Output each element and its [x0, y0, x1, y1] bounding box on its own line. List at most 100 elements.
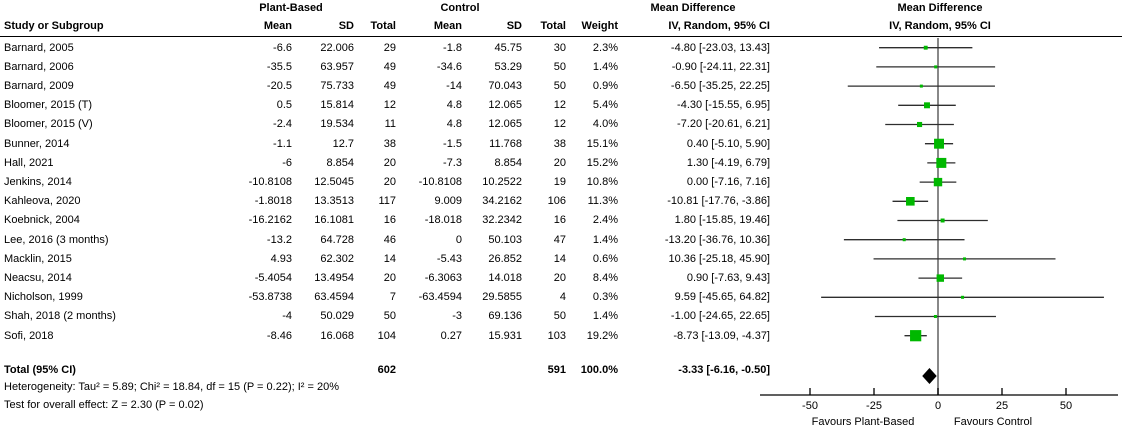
ctrl-sd: 15.931 [488, 329, 522, 342]
overall-effect-test: Test for overall effect: Z = 2.30 (P = 0… [4, 399, 204, 411]
effect-marker [933, 177, 943, 187]
ctrl-sd: 10.2522 [482, 175, 522, 188]
col-header-effect-ci: IV, Random, 95% CI [668, 20, 770, 32]
effect-marker [906, 196, 915, 206]
pb-sd: 16.068 [320, 329, 354, 342]
effect-marker [934, 65, 938, 69]
pb-sd: 19.534 [320, 118, 354, 131]
pb-total: 20 [383, 156, 396, 169]
pb-total: 20 [383, 271, 396, 284]
study-row: Bunner, 2014 -1.1 12.7 38 -1.5 11.768 38 15.1% 0… [0, 135, 1122, 154]
pb-total: 117 [378, 195, 396, 208]
plot-column-title: Mean Difference [897, 2, 983, 14]
heterogeneity-stats: Heterogeneity: Tau² = 5.89; Chi² = 18.84… [4, 381, 339, 393]
effect-ci: 10.36 [-25.18, 45.90] [668, 252, 770, 265]
pb-total: 11 [384, 118, 396, 131]
effect-ci: -6.50 [-35.25, 22.25] [670, 79, 770, 92]
effect-ci: 1.80 [-15.85, 19.46] [674, 214, 770, 227]
pb-total: 29 [383, 41, 396, 54]
effect-marker [963, 257, 967, 261]
ctrl-sd: 34.2162 [482, 195, 522, 208]
pb-mean: -53.8738 [248, 291, 292, 304]
ctrl-mean: -34.6 [436, 60, 462, 73]
effect-marker [902, 238, 906, 242]
ctrl-sd: 32.2342 [482, 214, 522, 227]
total-row: Total (95% CI) 602 591 100.0% -3.33 [-6.… [0, 361, 1122, 380]
ctrl-total: 30 [553, 41, 566, 54]
pb-total: 7 [389, 291, 396, 304]
total-label: Total (95% CI) [4, 364, 76, 376]
pb-sd: 8.854 [326, 156, 354, 169]
pb-mean: -35.5 [266, 60, 292, 73]
effect-marker [936, 157, 947, 168]
effect-ci: 0.00 [-7.16, 7.16] [686, 175, 770, 188]
weight: 10.8% [586, 175, 618, 188]
study-row: Barnard, 2009 -20.5 75.733 49 -14 70.043 50 0.9… [0, 77, 1122, 96]
weight: 15.2% [586, 156, 618, 169]
ctrl-total: 38 [553, 137, 566, 150]
ctrl-total: 50 [553, 310, 566, 323]
pb-mean: -1.8018 [254, 195, 292, 208]
col-header-weight: Weight [581, 20, 618, 32]
pb-mean: -20.5 [266, 79, 292, 92]
effect-ci: 0.40 [-5.10, 5.90] [686, 137, 770, 150]
study-row: Neacsu, 2014 -5.4054 13.4954 20 -6.3063 14.01… [0, 269, 1122, 288]
total-pb-n: 602 [377, 364, 396, 376]
weight: 1.4% [592, 233, 618, 246]
col-header-study: Study or Subgroup [4, 20, 104, 32]
pb-sd: 63.957 [320, 60, 354, 73]
ctrl-total: 103 [547, 329, 566, 342]
ctrl-mean: 9.009 [434, 195, 462, 208]
ctrl-mean: 0 [455, 233, 462, 246]
effect-ci: -7.20 [-20.61, 6.21] [677, 118, 770, 131]
col-header-ctrl-sd: SD [506, 20, 522, 32]
study-row: Kahleova, 2020 -1.8018 13.3513 117 9.009 34.2… [0, 192, 1122, 211]
ctrl-sd: 11.768 [489, 137, 522, 150]
study-row: Bloomer, 2015 (V) -2.4 19.534 11 4.8 12.065 12… [0, 115, 1122, 134]
study-label: Nicholson, 1999 [4, 291, 83, 304]
study-label: Sofi, 2018 [4, 329, 54, 342]
pb-sd: 12.7 [332, 137, 354, 150]
study-label: Neacsu, 2014 [4, 271, 72, 284]
effect-marker [940, 218, 945, 223]
pb-mean: -16.2162 [248, 214, 292, 227]
pb-sd: 13.3513 [314, 195, 354, 208]
x-tick-label: 50 [1060, 400, 1072, 412]
pb-sd: 15.814 [320, 99, 354, 112]
pb-total: 46 [383, 233, 396, 246]
study-row: Jenkins, 2014 -10.8108 12.5045 20 -10.8108 10… [0, 173, 1122, 192]
pb-sd: 75.733 [320, 79, 354, 92]
effect-ci: -1.00 [-24.65, 22.65] [670, 310, 770, 323]
effect-marker [961, 295, 965, 299]
pb-total: 20 [383, 175, 396, 188]
total-ctrl-n: 591 [547, 364, 566, 376]
ctrl-sd: 50.103 [488, 233, 522, 246]
pb-sd: 12.5045 [314, 175, 354, 188]
pb-mean: -6.6 [273, 41, 292, 54]
weight: 19.2% [586, 329, 618, 342]
effect-marker [919, 84, 923, 88]
effect-marker [936, 274, 945, 282]
effect-column-title: Mean Difference [650, 2, 736, 14]
ctrl-mean: -63.4594 [418, 291, 462, 304]
pb-mean: -5.4054 [254, 271, 292, 284]
ctrl-mean: -3 [452, 310, 462, 323]
study-label: Hall, 2021 [4, 156, 54, 169]
effect-ci: 1.30 [-4.19, 6.79] [686, 156, 770, 169]
pb-mean: 4.93 [270, 252, 292, 265]
ctrl-total: 19 [553, 175, 566, 188]
pb-mean: -8.46 [266, 329, 292, 342]
pb-sd: 62.302 [320, 252, 354, 265]
weight: 2.3% [592, 41, 618, 54]
study-label: Lee, 2016 (3 months) [4, 233, 109, 246]
col-header-pb-mean: Mean [263, 20, 292, 32]
weight: 0.6% [592, 252, 618, 265]
ctrl-mean: 4.8 [446, 118, 462, 131]
ctrl-total: 12 [553, 118, 566, 131]
study-row: Sofi, 2018 -8.46 16.068 104 0.27 15.931 103 19.… [0, 327, 1122, 346]
weight: 15.1% [586, 137, 618, 150]
ctrl-sd: 26.852 [488, 252, 522, 265]
pb-sd: 13.4954 [314, 271, 354, 284]
pb-total: 49 [383, 60, 396, 73]
study-row: Nicholson, 1999 -53.8738 63.4594 7 -63.4594 2… [0, 288, 1122, 307]
